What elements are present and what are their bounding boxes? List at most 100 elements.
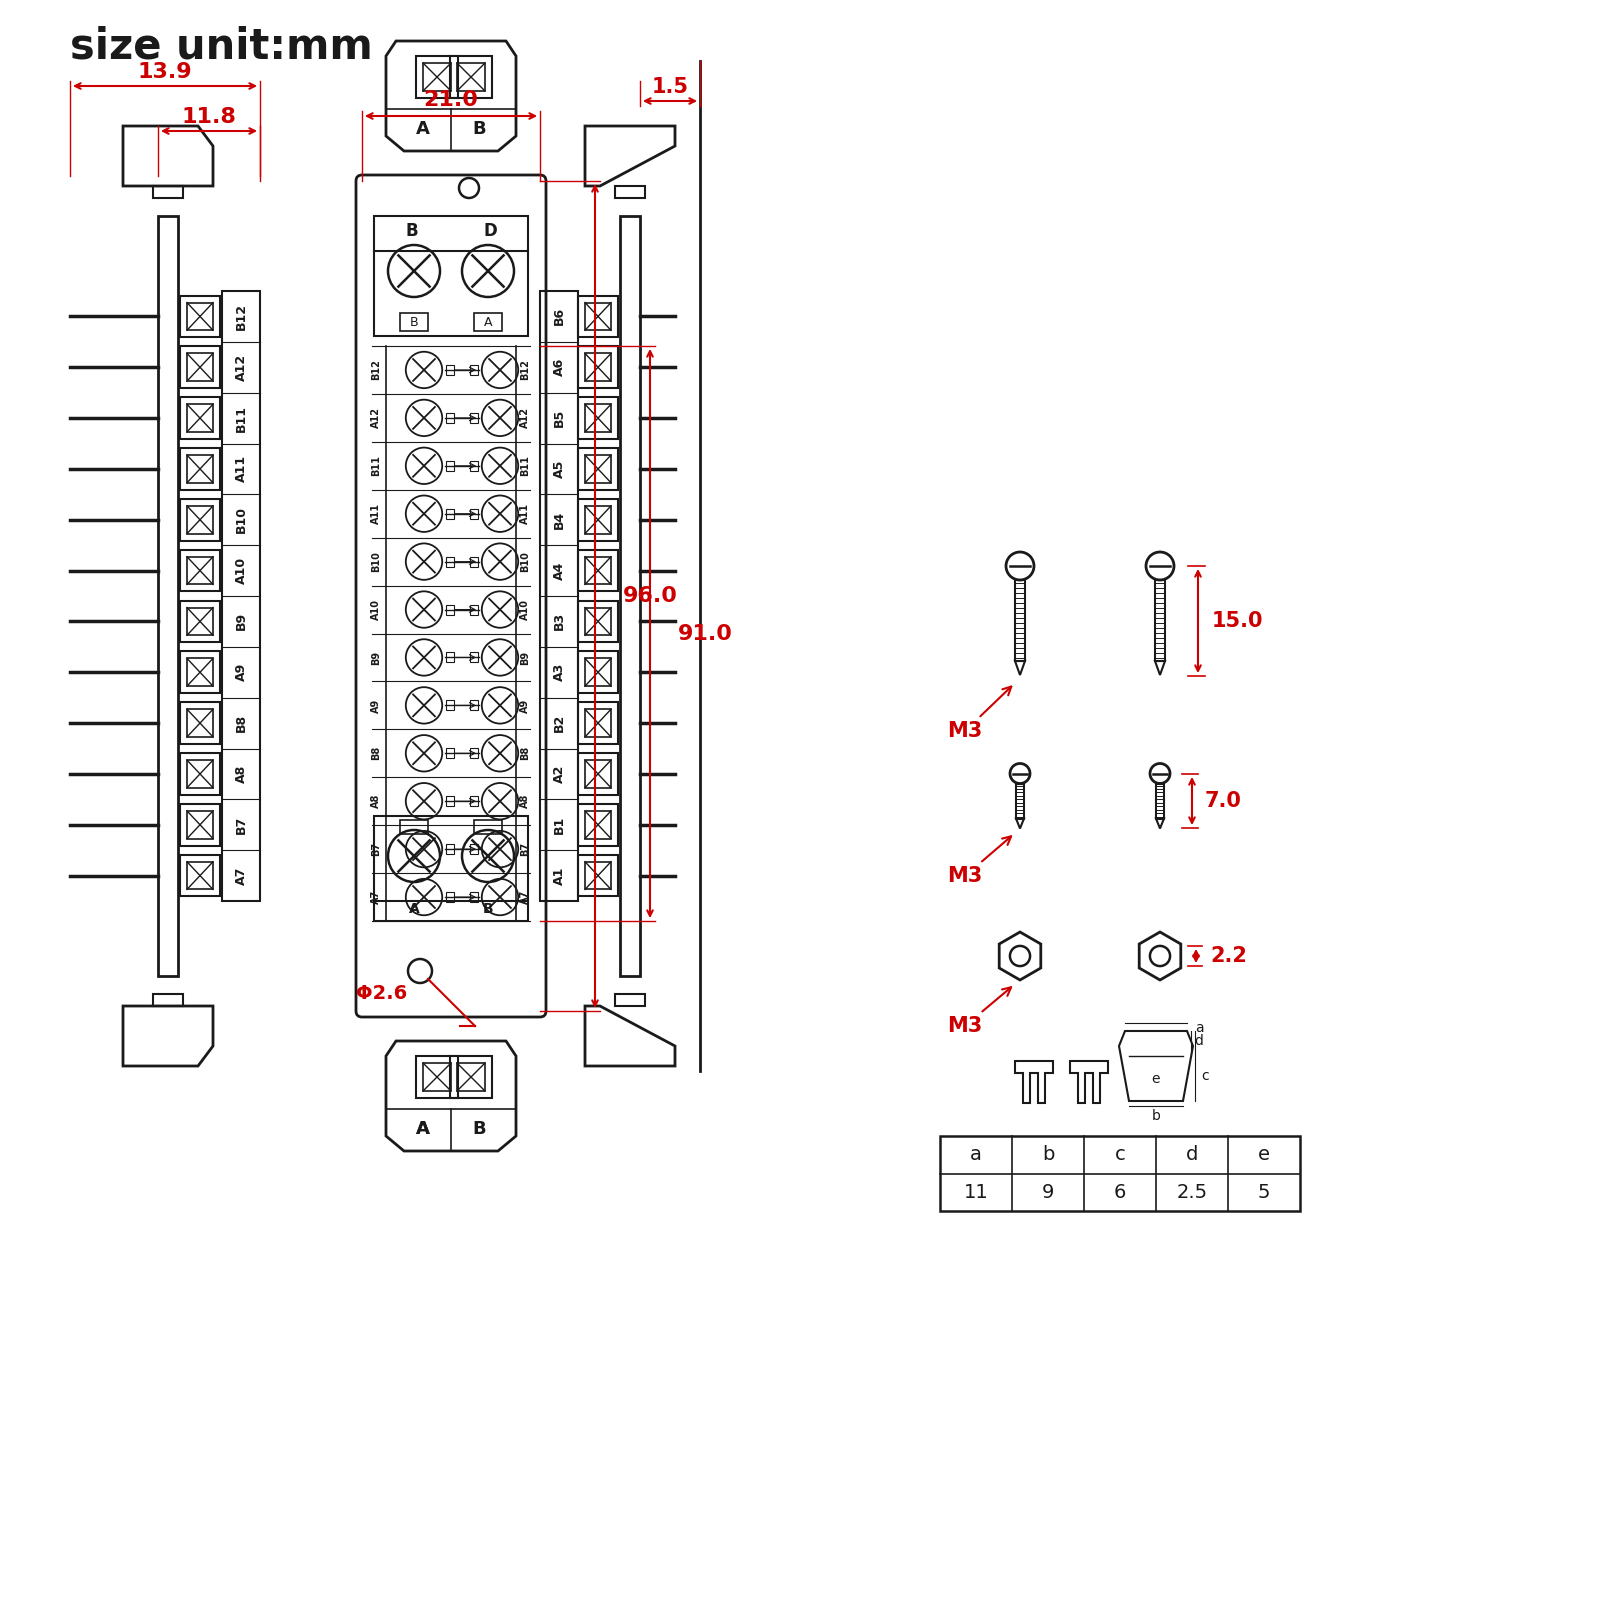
- Bar: [450, 56, 492, 98]
- Text: B9: B9: [371, 650, 381, 664]
- Bar: [447, 796, 455, 807]
- Bar: [179, 346, 219, 387]
- Text: 11.8: 11.8: [181, 107, 237, 126]
- Bar: [471, 557, 479, 567]
- Text: A1: A1: [552, 866, 565, 885]
- Text: B10: B10: [371, 551, 381, 572]
- Bar: [375, 216, 528, 336]
- Bar: [471, 844, 479, 853]
- Bar: [578, 448, 618, 490]
- Bar: [578, 804, 618, 845]
- Bar: [179, 804, 219, 845]
- Bar: [447, 844, 455, 853]
- Text: b: b: [1042, 1145, 1053, 1164]
- Bar: [447, 748, 455, 759]
- Text: B10: B10: [234, 506, 248, 533]
- Text: 15.0: 15.0: [1212, 612, 1263, 631]
- Text: B7: B7: [371, 842, 381, 857]
- Bar: [416, 1057, 458, 1098]
- Text: B: B: [410, 315, 418, 328]
- Text: B1: B1: [552, 815, 565, 834]
- Text: B7: B7: [520, 842, 530, 857]
- Bar: [578, 397, 618, 439]
- Text: 96.0: 96.0: [623, 586, 677, 607]
- Text: A: A: [408, 901, 419, 916]
- Text: A: A: [484, 315, 492, 328]
- Bar: [158, 216, 178, 977]
- Bar: [179, 855, 219, 897]
- Text: B: B: [472, 120, 485, 138]
- Text: c: c: [1114, 1145, 1126, 1164]
- Text: B12: B12: [234, 303, 248, 330]
- Bar: [471, 748, 479, 759]
- Text: A11: A11: [520, 503, 530, 524]
- Text: B6: B6: [552, 307, 565, 325]
- Text: Φ2.6: Φ2.6: [357, 983, 408, 1002]
- Text: size unit:mm: size unit:mm: [70, 26, 373, 67]
- Text: 5: 5: [1258, 1183, 1270, 1202]
- Text: A: A: [416, 1121, 431, 1138]
- Bar: [578, 500, 618, 541]
- Text: c: c: [1201, 1069, 1209, 1082]
- Bar: [578, 703, 618, 744]
- Text: A10: A10: [234, 557, 248, 584]
- Bar: [179, 703, 219, 744]
- Bar: [471, 461, 479, 471]
- Text: M3: M3: [948, 836, 1012, 885]
- Text: A12: A12: [520, 407, 530, 429]
- Text: B7: B7: [234, 815, 248, 834]
- Bar: [578, 346, 618, 387]
- Bar: [179, 296, 219, 338]
- Bar: [416, 56, 458, 98]
- Text: d: d: [1194, 1034, 1204, 1049]
- Bar: [578, 600, 618, 642]
- Text: B8: B8: [234, 714, 248, 732]
- Text: A6: A6: [552, 359, 565, 376]
- Bar: [578, 855, 618, 897]
- Bar: [474, 820, 503, 834]
- Text: A9: A9: [371, 698, 381, 712]
- Bar: [471, 892, 479, 901]
- Text: B2: B2: [552, 714, 565, 732]
- Text: Ʌ: Ʌ: [416, 1121, 431, 1138]
- Bar: [179, 549, 219, 591]
- Text: A10: A10: [520, 599, 530, 620]
- Text: A2: A2: [552, 765, 565, 783]
- Text: A11: A11: [234, 455, 248, 482]
- Bar: [471, 413, 479, 423]
- Bar: [375, 817, 528, 921]
- Bar: [447, 557, 455, 567]
- Text: A7: A7: [234, 866, 248, 885]
- Bar: [474, 314, 503, 331]
- Text: B11: B11: [520, 455, 530, 475]
- Text: a: a: [1194, 1021, 1204, 1034]
- Text: B10: B10: [520, 551, 530, 572]
- Text: B: B: [472, 1121, 485, 1138]
- Text: M3: M3: [948, 687, 1012, 741]
- Bar: [179, 652, 219, 693]
- Bar: [1156, 783, 1164, 818]
- Text: B9: B9: [520, 650, 530, 664]
- Text: A8: A8: [520, 794, 530, 809]
- Bar: [471, 509, 479, 519]
- Text: A11: A11: [371, 503, 381, 524]
- Text: b: b: [1151, 1109, 1161, 1122]
- Bar: [1017, 783, 1025, 818]
- Bar: [400, 314, 427, 331]
- Bar: [179, 752, 219, 794]
- Text: e: e: [1258, 1145, 1270, 1164]
- Text: e: e: [1151, 1073, 1161, 1085]
- Text: B12: B12: [520, 360, 530, 381]
- Text: A8: A8: [371, 794, 381, 809]
- Bar: [223, 291, 259, 901]
- Text: B3: B3: [552, 612, 565, 631]
- Bar: [540, 291, 578, 901]
- Text: 9: 9: [1042, 1183, 1053, 1202]
- Bar: [471, 796, 479, 807]
- Text: D: D: [484, 223, 496, 240]
- Text: A12: A12: [234, 354, 248, 381]
- Bar: [447, 365, 455, 375]
- Text: A9: A9: [234, 663, 248, 682]
- Bar: [447, 605, 455, 615]
- Bar: [179, 397, 219, 439]
